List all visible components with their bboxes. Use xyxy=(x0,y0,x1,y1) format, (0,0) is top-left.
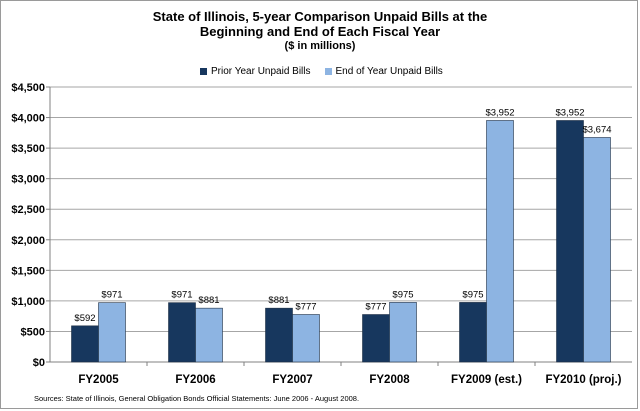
data-label: $3,674 xyxy=(582,124,611,135)
bar xyxy=(556,120,584,363)
chart-title: State of Illinois, 5-year Comparison Unp… xyxy=(0,9,640,53)
legend-label-end: End of Year Unpaid Bills xyxy=(335,65,443,77)
data-label: $3,952 xyxy=(485,107,514,118)
title-line-2: Beginning and End of Each Fiscal Year xyxy=(199,24,441,39)
bar xyxy=(389,302,417,363)
data-label: $971 xyxy=(101,290,122,301)
x-tick-label: FY2008 xyxy=(369,374,410,386)
bar xyxy=(362,314,390,363)
bar xyxy=(265,307,293,363)
data-label: $975 xyxy=(392,289,413,300)
bar xyxy=(71,325,99,363)
legend-swatch-end xyxy=(324,67,332,75)
bar xyxy=(459,302,487,363)
bar xyxy=(583,137,611,363)
y-tick-label: $0 xyxy=(33,357,45,369)
data-label: $777 xyxy=(295,302,316,313)
x-tick-label: FY2009 (est.) xyxy=(451,374,522,386)
data-label: $777 xyxy=(365,302,386,313)
data-label: $975 xyxy=(462,289,483,300)
y-tick-label: $2,500 xyxy=(11,204,45,216)
data-label: $971 xyxy=(171,290,192,301)
data-label: $881 xyxy=(268,295,289,306)
bar xyxy=(292,314,320,363)
title-line-1: State of Illinois, 5-year Comparison Unp… xyxy=(152,9,488,24)
data-label: $592 xyxy=(74,313,95,324)
legend-item-end: End of Year Unpaid Bills xyxy=(324,65,443,77)
y-tick-label: $4,500 xyxy=(11,82,45,94)
y-tick-label: $2,000 xyxy=(11,235,45,247)
y-tick-label: $4,000 xyxy=(11,113,45,125)
bar xyxy=(486,120,514,363)
x-tick-label: FY2006 xyxy=(175,374,215,386)
y-tick-label: $3,000 xyxy=(11,174,45,186)
bar xyxy=(168,302,196,363)
y-tick-label: $3,500 xyxy=(11,143,45,155)
y-tick-label: $500 xyxy=(21,326,45,338)
chart-subtitle: ($ in millions) xyxy=(284,40,356,52)
y-tick-label: $1,500 xyxy=(11,265,45,277)
x-tick-label: FY2005 xyxy=(78,374,119,386)
legend-label-prior: Prior Year Unpaid Bills xyxy=(211,65,311,77)
legend: Prior Year Unpaid Bills End of Year Unpa… xyxy=(200,64,460,78)
x-tick-label: FY2007 xyxy=(272,374,312,386)
bar xyxy=(98,302,126,363)
data-label: $881 xyxy=(198,295,219,306)
bar xyxy=(195,307,223,363)
legend-swatch-prior xyxy=(200,67,207,75)
source-note: Sources: State of Illinois, General Obli… xyxy=(34,394,360,403)
x-tick-label: FY2010 (proj.) xyxy=(545,374,621,386)
legend-item-prior: Prior Year Unpaid Bills xyxy=(200,66,311,77)
y-tick-label: $1,000 xyxy=(11,296,45,308)
data-label: $3,952 xyxy=(555,107,584,118)
